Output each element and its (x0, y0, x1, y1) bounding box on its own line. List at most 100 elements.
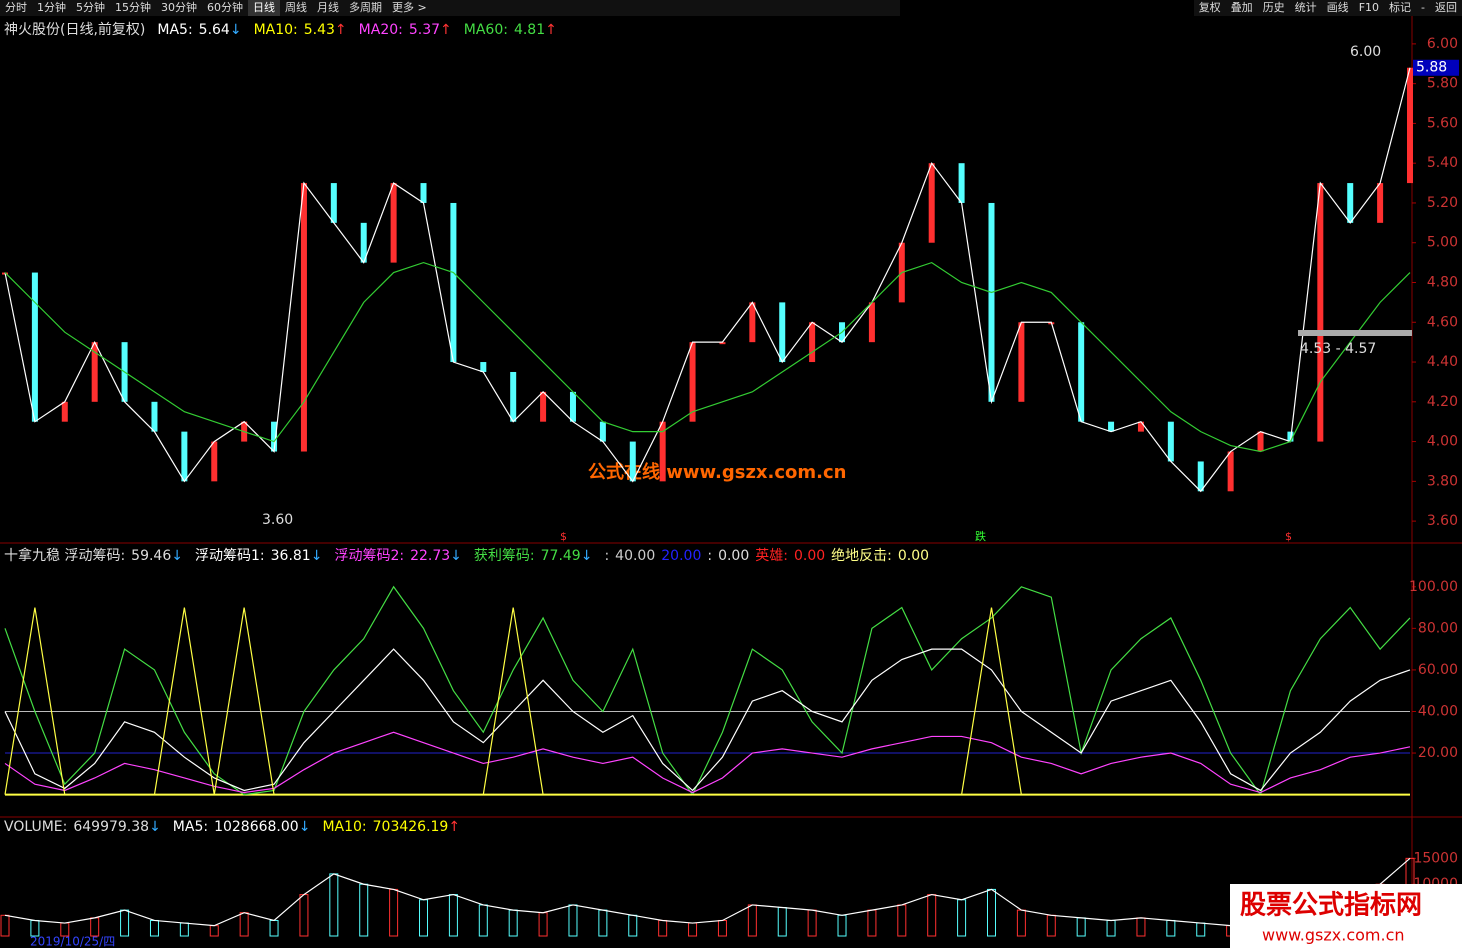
volume-bar (807, 909, 817, 937)
toolbar-right: 复权 叠加 历史 统计 画线 F10 标记 - 返回 (1193, 0, 1462, 16)
toolbar-button[interactable]: 60分钟 (207, 1, 243, 14)
candle (330, 183, 337, 223)
header-value: 77.49 (540, 548, 581, 564)
toolbar-button[interactable]: 日线 (248, 0, 280, 16)
toolbar-button[interactable]: 30分钟 (161, 1, 197, 14)
volume-bar (90, 917, 100, 937)
candle (749, 302, 756, 343)
ma-line (4, 67, 1411, 493)
toolbar-button[interactable]: 复权 (1198, 1, 1221, 14)
toolbar-button[interactable]: 叠加 (1230, 1, 1253, 14)
toolbar-button[interactable]: 月线 (317, 1, 339, 14)
header-value: 40.00 (615, 548, 656, 564)
volume-bar (419, 899, 429, 937)
header-label: 英雄: (755, 548, 788, 564)
header-item: 浮动筹码2: 22.73↓ (334, 548, 467, 564)
header-label: : (707, 548, 713, 564)
toolbar-button[interactable]: F10 (1358, 1, 1380, 14)
header-value: 5.64 (198, 22, 230, 38)
header-label: MA10: (253, 22, 298, 38)
y-tick-label: 100.00 (1409, 579, 1458, 595)
toolbar-button[interactable]: 周线 (285, 1, 307, 14)
indicator-line (4, 648, 1411, 792)
toolbar-button[interactable]: 1分钟 (37, 1, 66, 14)
header-item: 绝地反击: 0.00 (831, 548, 929, 564)
toolbar-button[interactable]: 历史 (1262, 1, 1285, 14)
header-label: MA10: (322, 819, 367, 835)
price-label: 5.88 (1416, 60, 1447, 76)
header-item: 十拿九稳 浮动筹码: 59.46↓ (4, 548, 189, 564)
candle (868, 302, 875, 343)
volume-bar (269, 919, 279, 937)
volume-header: VOLUME: 649979.38↓ MA5: 1028668.00↓ MA10: 703… (4, 819, 472, 835)
toolbar-button[interactable]: 分时 (5, 1, 27, 14)
candle (809, 322, 816, 363)
header-label: 神火股份(日线,前复权) (4, 22, 146, 38)
header-arrow: ↓ (580, 548, 593, 564)
volume-bar (1076, 917, 1086, 937)
header-arrow: ↑ (448, 819, 461, 835)
toolbar-button[interactable]: 画线 (1326, 1, 1349, 14)
candle (719, 342, 726, 345)
toolbar-button[interactable]: - (1421, 1, 1425, 14)
header-arrow: ↓ (310, 548, 323, 564)
candle (300, 183, 307, 452)
y-tick-label: 3.60 (1427, 513, 1458, 529)
volume-bar (120, 909, 130, 937)
candle (1078, 322, 1085, 422)
header-item: 神火股份(日线,前复权) (4, 22, 151, 38)
header-value: 703426.19 (372, 819, 449, 835)
header-item: VOLUME: 649979.38↓ (4, 819, 167, 835)
header-value: 20.00 (661, 548, 702, 564)
candle (1317, 183, 1324, 442)
header-value: 4.81 (513, 22, 546, 38)
header-item: 获利筹码: 77.49↓ (474, 548, 599, 564)
toolbar-button[interactable]: 标记 (1389, 1, 1412, 14)
volume-bar (897, 904, 907, 937)
volume-bar (0, 914, 10, 937)
toolbar-button[interactable]: 更多 > (392, 1, 427, 14)
candle (1018, 322, 1025, 402)
header-item: MA60: 4.81↑ (464, 22, 563, 38)
volume-bar (837, 914, 847, 937)
header-item: MA10: 5.43↑ (254, 22, 353, 38)
header-arrow: ↑ (545, 22, 557, 38)
header-value: 22.73 (410, 548, 451, 564)
header-item: MA20: 5.37↑ (359, 22, 458, 38)
volume-bar (1196, 922, 1206, 937)
range-bar (1298, 330, 1412, 336)
volume-bar (658, 919, 668, 937)
candle (689, 342, 696, 422)
volume-bar (508, 909, 518, 937)
toolbar-button[interactable]: 返回 (1435, 1, 1457, 14)
candle (1137, 421, 1144, 432)
header-arrow: ↓ (298, 819, 311, 835)
header-label: MA5: (157, 22, 193, 38)
volume-bar (1166, 919, 1176, 937)
header-arrow: ↓ (229, 22, 242, 38)
header-value: 59.46 (131, 548, 172, 564)
candle (659, 421, 666, 482)
signal: $ (1285, 530, 1292, 543)
signal: $ (560, 530, 567, 543)
toolbar-button[interactable]: 5分钟 (76, 1, 105, 14)
candle (1227, 451, 1234, 492)
volume-bar (717, 919, 727, 937)
header-value: 5.43 (303, 22, 335, 38)
y-tick-label: 6.00 (1427, 36, 1458, 52)
header-label: 十拿九稳 浮动筹码: (4, 548, 126, 564)
toolbar-button[interactable]: 15分钟 (115, 1, 151, 14)
watermark: 股票公式指标网 (1240, 891, 1422, 921)
toolbar-button[interactable]: 统计 (1294, 1, 1317, 14)
annotation: 4.53 - 4.57 (1300, 341, 1376, 357)
price-box (1413, 59, 1459, 76)
main-header: 神火股份(日线,前复权) MA5: 5.64↓ MA10: 5.43↑ MA20: 5.37… (4, 19, 569, 39)
header-label: 获利筹码: (473, 548, 535, 564)
ma60-line (4, 261, 1411, 453)
volume-bar (329, 873, 339, 937)
toolbar-button[interactable]: 多周期 (349, 1, 382, 14)
candle (450, 202, 457, 363)
header-arrow: ↑ (440, 22, 452, 38)
candle (271, 421, 278, 452)
